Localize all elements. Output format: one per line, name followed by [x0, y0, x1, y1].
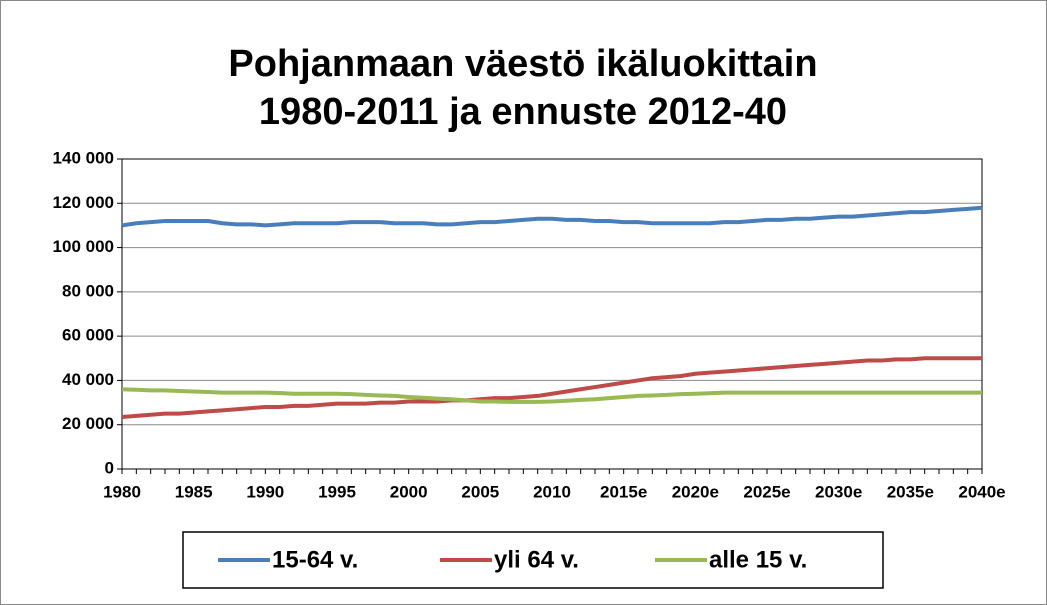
x-tick-label: 1990 [246, 482, 284, 501]
legend-label: 15-64 v. [272, 546, 358, 573]
series-line [121, 387, 982, 404]
x-tick-label: 2020e [672, 482, 719, 501]
y-tick-label: 20 000 [62, 414, 114, 433]
x-tick-label: 2035e [887, 482, 934, 501]
y-tick-label: 140 000 [53, 148, 114, 167]
y-tick-label: 100 000 [53, 237, 114, 256]
chart-title: Pohjanmaan väestö ikäluokittain 1980-201… [228, 43, 818, 133]
legend-label: yli 64 v. [494, 546, 579, 573]
y-tick-label: 60 000 [62, 326, 114, 345]
x-tick-label: 2000 [390, 482, 428, 501]
x-tick-label: 1985 [175, 482, 213, 501]
plot-border [121, 158, 983, 470]
series-line [121, 205, 983, 228]
series-line [121, 356, 982, 419]
x-tick-label: 2025e [743, 482, 790, 501]
legend-box [182, 531, 884, 589]
x-tick-label: 2030e [815, 482, 862, 501]
y-tick-label: 80 000 [62, 281, 114, 300]
y-tick-label: 40 000 [62, 370, 114, 389]
x-tick-label: 2015e [600, 482, 647, 501]
x-tick-label: 1995 [318, 482, 356, 501]
x-tick-label: 1980 [103, 482, 141, 501]
x-tick-label: 2010 [533, 482, 571, 501]
x-tick-label: 2005 [461, 482, 499, 501]
legend-label: alle 15 v. [709, 546, 807, 573]
x-tick-label: 2040e [958, 482, 1005, 501]
y-tick-label: 0 [105, 458, 114, 477]
y-tick-label: 120 000 [53, 193, 114, 212]
